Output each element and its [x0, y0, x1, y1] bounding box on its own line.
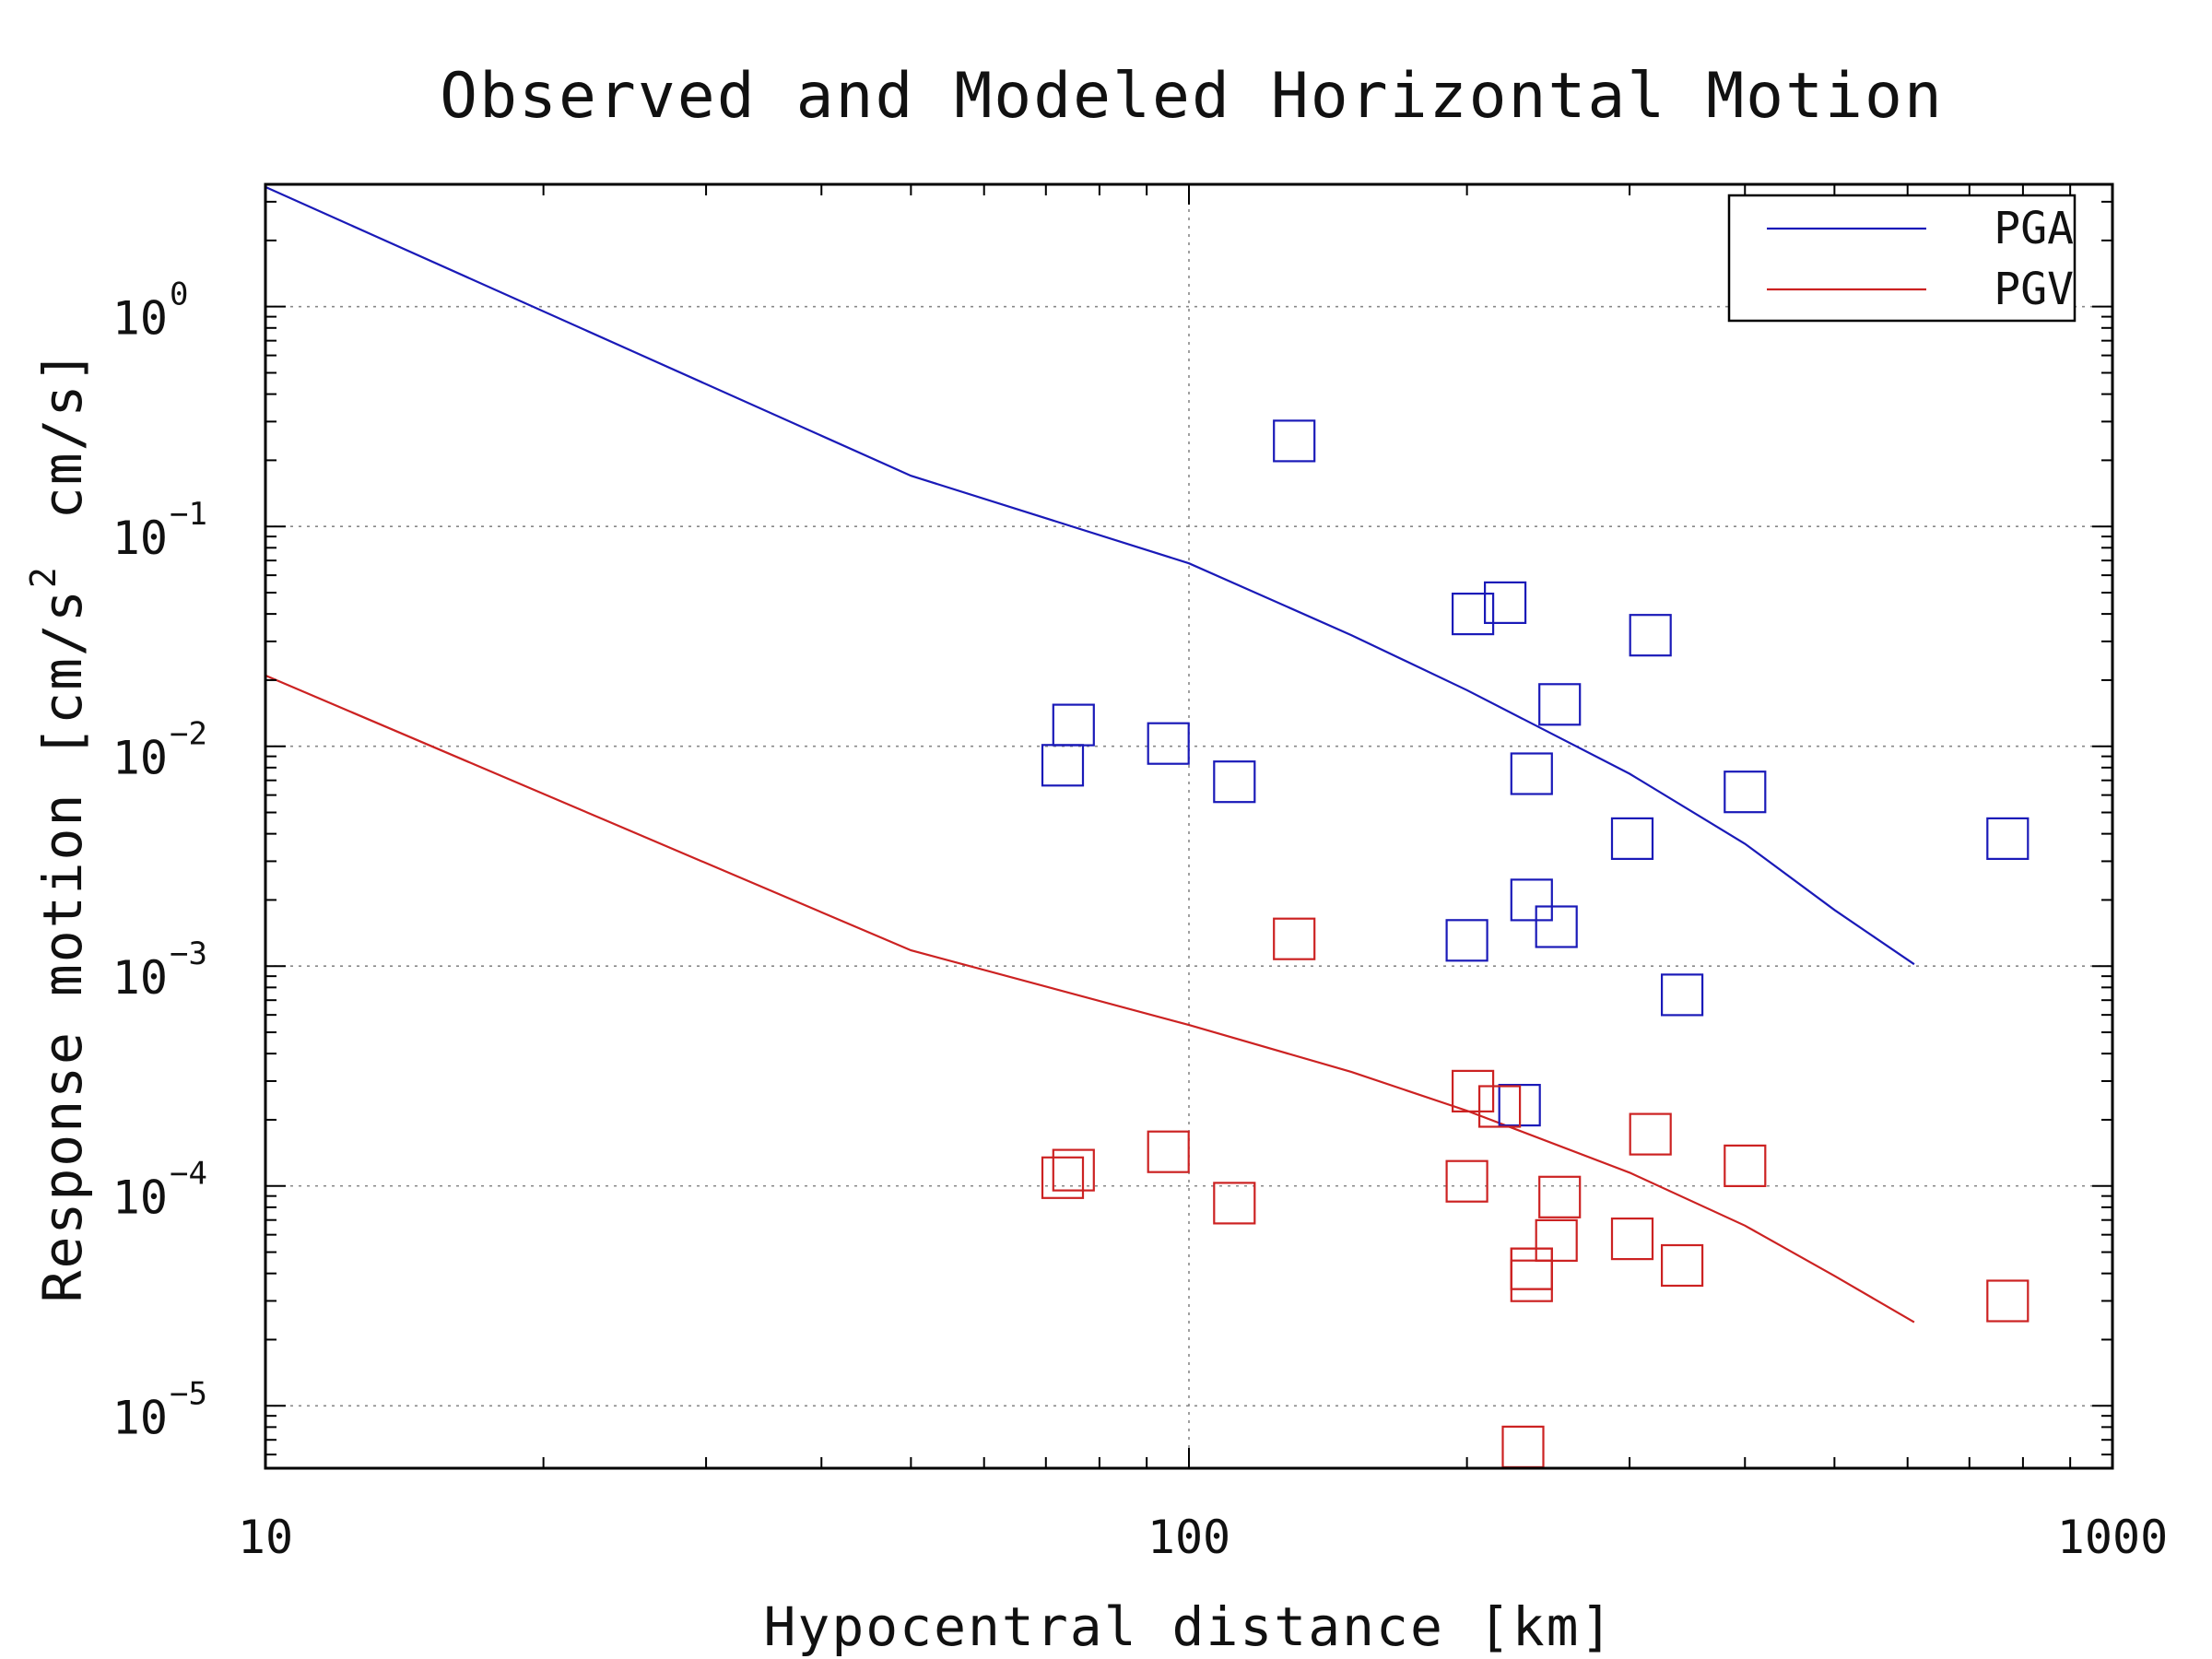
- y-tick-base: 10: [112, 1391, 168, 1444]
- observed-point-pgv: [1451, 1069, 1495, 1113]
- x-tick-labels: 10 100 1000: [238, 1511, 2168, 1564]
- y-axis-label-prefix: Response motion [cm/s: [31, 588, 94, 1302]
- observed-point-pga: [1052, 703, 1095, 747]
- y-axis-label-suffix: cm/s]: [31, 349, 94, 520]
- observed-point-pgv: [1510, 1247, 1553, 1290]
- observed-point-pga: [1483, 581, 1527, 625]
- model-lines: [265, 185, 1915, 1324]
- observed-point-pgv: [1147, 1130, 1190, 1173]
- observed-point-pga: [1724, 771, 1767, 814]
- y-tick-label: 10 0: [112, 276, 189, 346]
- y-tick-label: 10 −4: [112, 1156, 207, 1225]
- observed-markers: [1041, 419, 2030, 1469]
- observed-point-pga: [1535, 905, 1578, 948]
- y-tick-exponent: −4: [170, 1156, 207, 1193]
- observed-point-pga: [1451, 592, 1495, 636]
- legend-label-pga: PGA: [1994, 203, 2074, 254]
- x-tick-label: 1000: [2057, 1511, 2168, 1564]
- y-tick-base: 10: [112, 732, 168, 785]
- observed-point-pga: [1986, 817, 2030, 861]
- observed-point-pga: [1629, 614, 1672, 657]
- y-tick-base: 10: [112, 951, 168, 1005]
- observed-point-pga: [1610, 817, 1654, 861]
- y-tick-base: 10: [112, 1171, 168, 1225]
- observed-point-pgv: [1501, 1425, 1545, 1469]
- observed-point-pgv: [1660, 1243, 1704, 1288]
- observed-point-pga: [1445, 919, 1488, 962]
- y-tick-label: 10 −1: [112, 496, 207, 565]
- observed-point-pgv: [1445, 1159, 1488, 1203]
- y-tick-base: 10: [112, 292, 168, 346]
- y-tick-exponent: −1: [170, 496, 207, 533]
- legend: PGA PGV: [1727, 194, 2077, 323]
- legend-box: [1727, 194, 2077, 323]
- legend-label-pgv: PGV: [1994, 264, 2074, 315]
- y-tick-base: 10: [112, 512, 168, 565]
- x-axis-label: Hypocentral distance [km]: [764, 1595, 1615, 1658]
- observed-point-pgv: [1986, 1279, 2030, 1323]
- observed-point-pgv: [1213, 1182, 1256, 1225]
- observed-point-pga: [1538, 683, 1582, 726]
- y-tick-exponent: −3: [170, 935, 207, 972]
- observed-point-pga: [1510, 878, 1553, 922]
- y-axis-label: Response motion [cm/s2 cm/s]: [23, 349, 94, 1303]
- observed-point-pga: [1041, 744, 1085, 787]
- x-tick-label: 10: [238, 1511, 293, 1564]
- observed-point-pgv: [1538, 1175, 1582, 1218]
- observed-point-pgv: [1535, 1218, 1578, 1263]
- observed-point-pgv: [1477, 1085, 1522, 1128]
- observed-point-pgv: [1629, 1112, 1672, 1156]
- observed-point-pgv: [1052, 1148, 1095, 1192]
- observed-point-pga: [1660, 973, 1704, 1017]
- chart-title: Observed and Modeled Horizontal Motion: [440, 60, 1944, 133]
- y-tick-exponent: −2: [170, 716, 207, 753]
- model-line-pgv: [265, 674, 1915, 1324]
- observed-point-pga: [1213, 760, 1256, 804]
- y-tick-exponent: 0: [170, 276, 188, 313]
- x-tick-label: 100: [1147, 1511, 1230, 1564]
- observed-point-pga: [1273, 419, 1316, 463]
- observed-point-pga: [1510, 752, 1553, 795]
- observed-point-pgv: [1510, 1259, 1553, 1302]
- y-tick-label: 10 −3: [112, 935, 207, 1005]
- model-line-pga: [265, 185, 1915, 966]
- y-axis-label-superscript: 2: [23, 565, 64, 588]
- axis-ticks: [265, 184, 2112, 1468]
- observed-point-pgv: [1724, 1144, 1767, 1188]
- observed-point-pgv: [1041, 1156, 1085, 1199]
- y-tick-exponent: −5: [170, 1375, 207, 1412]
- y-tick-label: 10 −5: [112, 1375, 207, 1444]
- observed-point-pgv: [1510, 1247, 1553, 1290]
- observed-point-pga: [1147, 722, 1190, 765]
- y-tick-label: 10 −2: [112, 716, 207, 785]
- observed-point-pgv: [1273, 917, 1316, 960]
- observed-point-pgv: [1610, 1217, 1654, 1261]
